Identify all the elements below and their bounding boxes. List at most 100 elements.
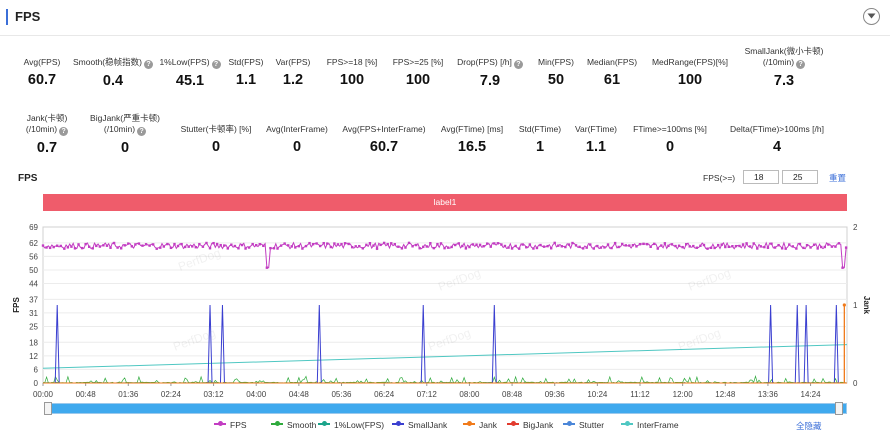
fps-point xyxy=(251,242,254,246)
fps-point xyxy=(397,245,400,248)
legend-swatch[interactable] xyxy=(563,421,575,426)
legend-marker xyxy=(567,421,572,426)
fps-point xyxy=(304,244,308,248)
fps-point xyxy=(429,241,432,245)
fps-point xyxy=(521,243,524,246)
fps-point xyxy=(560,245,564,248)
legend-item-label[interactable]: InterFrame xyxy=(637,420,679,430)
collapse-button[interactable] xyxy=(863,8,880,25)
fps-point xyxy=(315,242,318,245)
fps-point xyxy=(418,247,421,250)
help-icon[interactable]: ? xyxy=(513,60,523,69)
fps-point xyxy=(756,247,759,250)
stat-label: FPS>=18 [%] xyxy=(326,57,378,67)
fps-point xyxy=(649,245,652,249)
stat-stats_row1-4: Var(FPS) 1.2 xyxy=(233,57,353,88)
help-icon[interactable]: ? xyxy=(211,60,221,69)
stat-label: Smooth(稳帧指数)? xyxy=(53,57,173,69)
y-axis-label: FPS xyxy=(12,297,21,313)
legend-item-label[interactable]: Stutter xyxy=(579,420,605,430)
fps-point xyxy=(585,246,588,249)
fps-point xyxy=(116,246,119,249)
legend-item-label[interactable]: FPS xyxy=(230,420,247,430)
help-icon[interactable]: ? xyxy=(137,127,147,136)
fps-point xyxy=(635,245,638,248)
fps-point xyxy=(454,243,457,247)
legend-swatch[interactable] xyxy=(621,421,633,426)
fps-point xyxy=(407,241,411,245)
fps-point xyxy=(390,242,393,245)
fps-point xyxy=(258,243,261,246)
legend-swatch[interactable] xyxy=(214,421,226,426)
fps-point xyxy=(581,247,585,250)
fps-point xyxy=(368,241,372,245)
legend-item-label[interactable]: Smooth xyxy=(287,420,317,430)
slider-handle-right[interactable] xyxy=(835,402,843,415)
legend-item-label[interactable]: Jank xyxy=(479,420,497,430)
stat-value: 100 xyxy=(405,72,431,88)
hide-all-link[interactable]: 全隐藏 xyxy=(796,421,822,431)
fps-point xyxy=(215,242,219,246)
fps-point xyxy=(358,244,361,248)
legend-item-label[interactable]: BigJank xyxy=(523,420,554,430)
fps-point xyxy=(731,244,734,248)
fps-point xyxy=(617,245,620,249)
stat-label: Avg(FPS+InterFrame) xyxy=(342,124,426,134)
y2-tick-label: 0 xyxy=(853,379,858,388)
help-icon[interactable]: ? xyxy=(59,127,69,136)
label-band[interactable]: label1 xyxy=(43,194,847,211)
fps-point xyxy=(354,245,357,248)
legend-swatch[interactable] xyxy=(392,421,404,426)
legend-swatch[interactable] xyxy=(318,421,330,426)
fps-point xyxy=(201,245,205,248)
legend-marker xyxy=(322,421,327,426)
slider-handle-left[interactable] xyxy=(44,402,52,415)
time-range-slider[interactable] xyxy=(44,403,847,414)
x-tick-label: 03:12 xyxy=(204,390,225,399)
fps-point xyxy=(734,244,738,248)
reset-link[interactable]: 重置 xyxy=(829,173,847,183)
fps-point xyxy=(517,247,521,250)
fps-point xyxy=(599,246,603,249)
legend-item-label[interactable]: 1%Low(FPS) xyxy=(334,420,385,430)
stat-label: Drop(FPS) [/h]? xyxy=(430,57,550,69)
fps-point xyxy=(621,242,624,246)
fps-point xyxy=(144,243,148,246)
fps-point xyxy=(642,242,645,246)
fps-point xyxy=(667,244,670,248)
legend-marker xyxy=(275,421,280,426)
x-tick-label: 05:36 xyxy=(331,390,352,399)
stat-stats_row2-9: Delta(FTime)>100ms [/h] 4 xyxy=(717,124,837,155)
stat-value: 7.9 xyxy=(479,73,501,89)
header-accent-bar xyxy=(6,9,8,25)
fps-point xyxy=(223,244,226,247)
legend-swatch[interactable] xyxy=(271,421,283,426)
stat-label: Var(FTime) xyxy=(574,124,618,134)
fps-point xyxy=(255,244,258,247)
fps-point xyxy=(741,243,745,246)
fps-point xyxy=(361,247,365,250)
threshold-input-2[interactable] xyxy=(782,170,818,184)
help-icon[interactable]: ? xyxy=(143,60,153,69)
stat-value: 7.3 xyxy=(773,73,795,89)
fps-point xyxy=(766,246,770,249)
fps-point xyxy=(532,247,535,250)
fps-point xyxy=(365,243,368,247)
jank-point xyxy=(842,303,846,307)
legend-swatch[interactable] xyxy=(507,421,519,426)
stat-value: 1.1 xyxy=(585,139,607,155)
fps-point xyxy=(119,247,123,250)
legend-swatch[interactable] xyxy=(463,421,475,426)
help-icon[interactable]: ? xyxy=(796,60,806,69)
fps-point xyxy=(87,245,91,248)
stat-label: Var(FPS) xyxy=(275,57,311,67)
threshold-label: FPS(>=) xyxy=(703,173,736,183)
threshold-input-1[interactable] xyxy=(743,170,779,184)
fps-point xyxy=(386,242,389,246)
stat-label: SmallJank(微小卡顿) xyxy=(744,46,824,56)
legend-item-label[interactable]: SmallJank xyxy=(408,420,448,430)
stat-label: Avg(FTime) [ms] xyxy=(440,124,504,134)
fps-point xyxy=(141,244,144,247)
fps-point xyxy=(95,244,98,248)
